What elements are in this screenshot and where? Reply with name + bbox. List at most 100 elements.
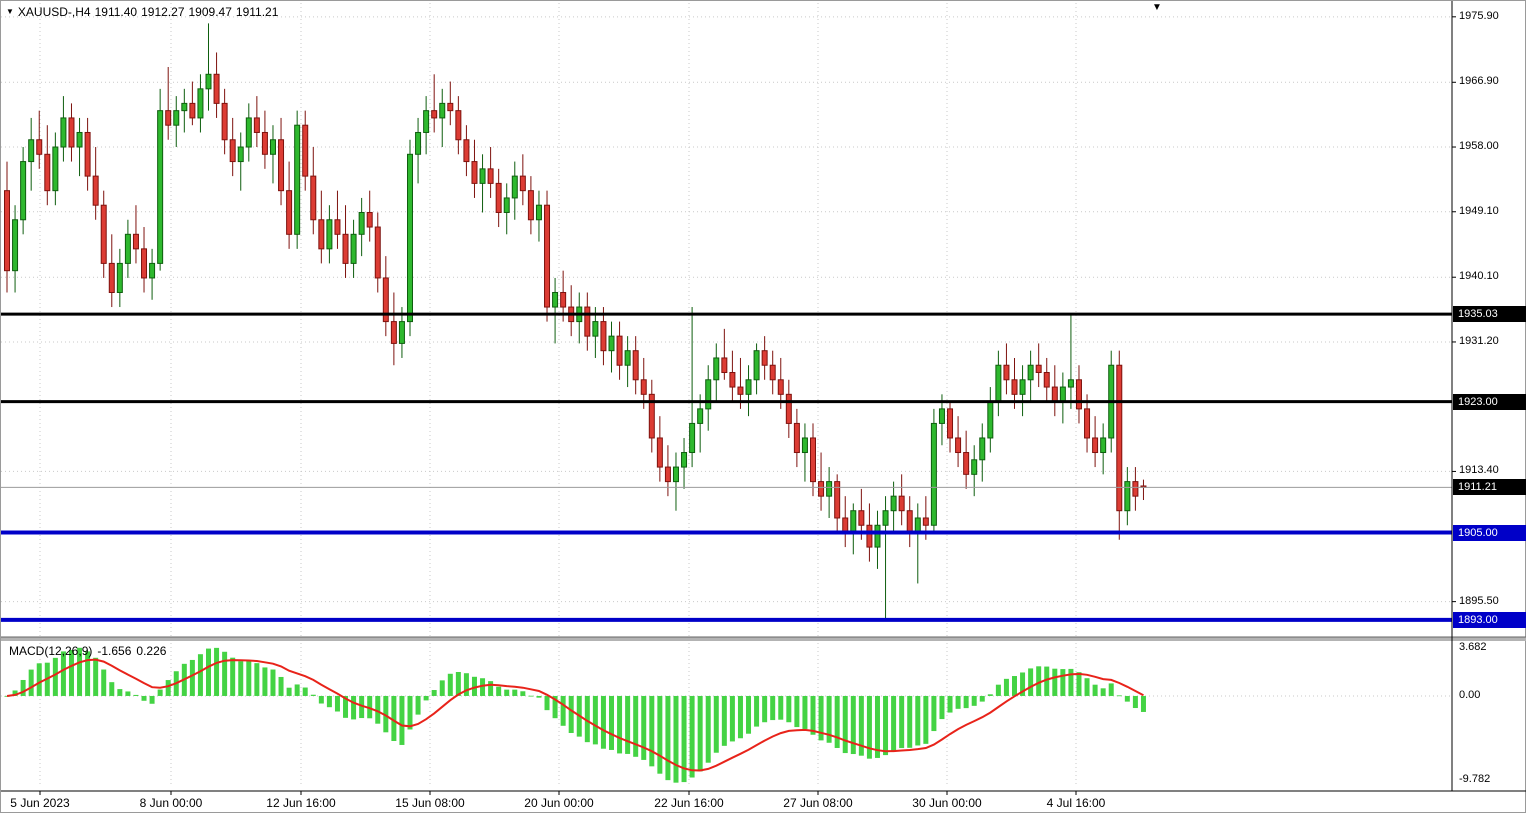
macd-histogram-bar [802, 695, 808, 729]
macd-histogram-bar [625, 695, 631, 754]
macd-histogram-bar [206, 648, 211, 696]
price-axis-label: 1913.40 [1459, 464, 1499, 477]
macd-histogram-bar [101, 669, 107, 696]
candle-body [1027, 364, 1034, 381]
candle-body [286, 190, 293, 235]
price-badge: 1935.03 [1453, 306, 1526, 323]
candle-body [471, 161, 478, 184]
quote-dropdown-icon[interactable]: ▼ [6, 7, 14, 16]
candle-body [689, 422, 696, 454]
macd-histogram-bar [770, 695, 776, 721]
candle-body [898, 495, 905, 512]
macd-histogram-bar [334, 695, 340, 712]
macd-histogram-bar [899, 695, 905, 749]
time-axis-label: 27 Jun 08:00 [783, 796, 853, 810]
macd-histogram-bar [544, 695, 550, 711]
candle-body [858, 510, 865, 526]
candle-body [149, 262, 156, 279]
candle-body [261, 131, 268, 155]
candle-body [326, 219, 333, 250]
macd-histogram-bar [391, 695, 397, 742]
candle-body [777, 379, 784, 395]
macd-histogram-bar [359, 695, 365, 719]
macd-histogram-bar [157, 689, 163, 696]
macd-histogram-bar [520, 691, 526, 696]
candle-body [181, 102, 188, 112]
candle-body [527, 190, 534, 221]
macd-histogram-bar [20, 679, 26, 696]
candle-body [971, 459, 978, 475]
chart-shift-icon[interactable]: ▼ [1152, 2, 1162, 13]
candle-body [221, 102, 228, 141]
macd-histogram-bar [1020, 672, 1026, 696]
candle-body [44, 153, 51, 192]
macd-histogram-bar [729, 695, 735, 742]
macd-histogram-bar [891, 695, 897, 751]
price-badge: 1923.00 [1453, 393, 1526, 410]
candle-body [1003, 364, 1010, 381]
candle-body [479, 168, 486, 184]
macd-histogram-bar [1140, 695, 1146, 712]
candle-body [141, 248, 148, 279]
time-axis-label: 20 Jun 00:00 [524, 796, 594, 810]
macd-histogram-bar [1132, 695, 1138, 709]
candle-body [205, 73, 212, 90]
macd-histogram-bar [850, 695, 856, 755]
candle-body [608, 335, 615, 352]
candle-body [793, 422, 800, 454]
candle-body [785, 393, 792, 424]
candle-body [600, 321, 607, 352]
candle-body [20, 161, 27, 221]
price-axis-label: 1940.10 [1459, 270, 1499, 283]
macd-histogram-bar [197, 654, 203, 696]
macd-histogram-bar [230, 657, 236, 696]
macd-histogram-bar [705, 695, 711, 763]
macd-histogram-bar [794, 695, 800, 728]
candle-body [987, 401, 994, 439]
macd-histogram-bar [1124, 695, 1130, 702]
candle-body [310, 175, 317, 221]
macd-histogram-bar [528, 695, 534, 697]
candle-body [737, 386, 744, 395]
macd-histogram-bar [286, 687, 292, 696]
time-axis-label: 12 Jun 16:00 [266, 796, 336, 810]
macd-histogram-bar [471, 676, 477, 696]
macd-indicator-label: MACD(12,26,9) -1.656 0.226 [9, 644, 171, 658]
candle-body [890, 495, 897, 512]
macd-histogram-bar [778, 695, 784, 720]
candle-body [278, 139, 285, 192]
macd-histogram-bar [721, 695, 727, 746]
candle-body [36, 139, 43, 155]
macd-histogram-bar [834, 695, 840, 748]
macd-histogram-bar [1108, 683, 1114, 696]
candle-body [189, 102, 196, 119]
macd-histogram-bar [1092, 684, 1098, 696]
price-axis-label: 1966.90 [1459, 75, 1499, 88]
macd-histogram-bar [447, 673, 453, 696]
macd-histogram-bar [673, 695, 679, 783]
macd-signal-value: 0.226 [136, 644, 167, 658]
candle-body [12, 219, 19, 272]
candle-body [382, 277, 389, 323]
macd-histogram-bar [536, 695, 542, 698]
symbol-period-label: XAUUSD-,H4 [17, 5, 91, 19]
candle-body [213, 73, 220, 104]
pane-splitter [1, 637, 1526, 641]
candle-body [955, 437, 962, 454]
candle-body [535, 204, 542, 221]
macd-histogram-bar [568, 695, 574, 733]
candle-body [1132, 481, 1139, 497]
candle-body [801, 437, 808, 454]
candle-body [882, 510, 889, 526]
candle-body [705, 379, 712, 410]
candle-body [245, 117, 252, 148]
macd-histogram-bar [995, 684, 1001, 696]
candle-body [1116, 364, 1123, 512]
macd-histogram-bar [278, 676, 284, 696]
macd-histogram-bar [915, 695, 921, 746]
macd-histogram-bar [262, 667, 268, 696]
macd-histogram-bar [826, 695, 832, 743]
candle-body [68, 117, 75, 148]
macd-histogram-bar [294, 684, 300, 696]
